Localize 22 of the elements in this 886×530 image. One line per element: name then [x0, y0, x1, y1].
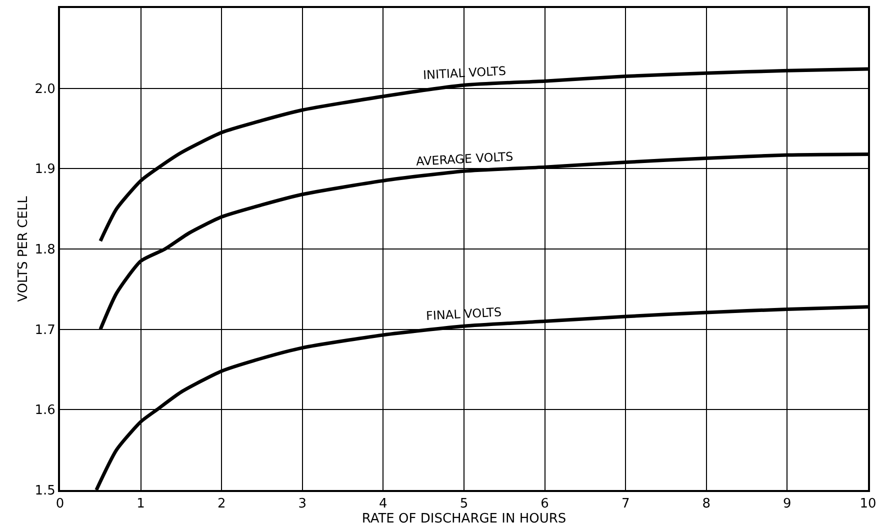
y-tick-label: 2.0: [34, 82, 56, 97]
x-axis-title: RATE OF DISCHARGE IN HOURS: [362, 512, 566, 527]
x-tick-label: 7: [621, 496, 630, 512]
x-tick-label: 3: [298, 496, 307, 512]
x-tick-label: 8: [702, 496, 711, 512]
x-tick-label: 4: [379, 496, 388, 512]
y-tick-label: 1.5: [34, 484, 56, 499]
x-tick-label: 5: [460, 496, 468, 512]
y-tick-label: 1.7: [34, 322, 56, 338]
x-tick-label: 6: [540, 496, 549, 512]
x-tick-label: 2: [217, 496, 226, 512]
x-tick-label: 9: [783, 496, 792, 512]
x-tick-label: 1: [136, 496, 145, 512]
y-tick-label: 1.9: [34, 162, 56, 178]
y-tick-label: 1.6: [34, 403, 56, 418]
series-label: INITIAL VOLTS: [422, 64, 506, 82]
series-label: FINAL VOLTS: [426, 305, 502, 323]
series-label: AVERAGE VOLTS: [416, 149, 514, 169]
y-axis-title: VOLTS PER CELL: [16, 195, 32, 302]
x-tick-label: 10: [860, 496, 876, 512]
y-tick-label: 1.8: [34, 242, 56, 258]
x-tick-label: 0: [56, 496, 64, 512]
